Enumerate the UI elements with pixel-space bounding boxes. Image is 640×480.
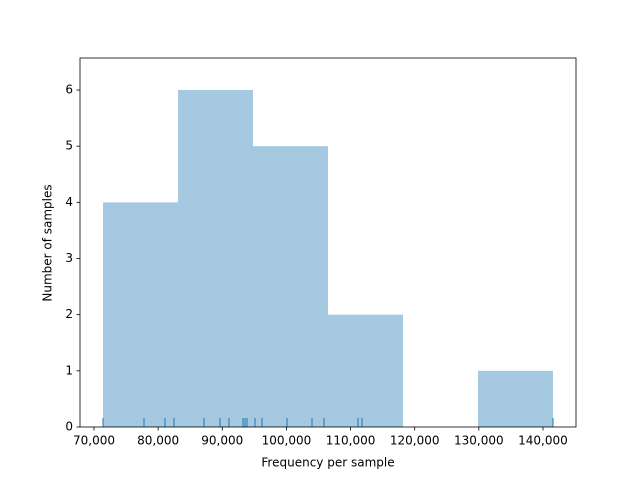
y-tick-label: 2 xyxy=(65,307,73,321)
bar xyxy=(177,90,253,427)
bar xyxy=(103,202,178,427)
y-tick-label: 0 xyxy=(65,420,73,434)
x-tick-label: 120,000 xyxy=(390,434,440,448)
bar xyxy=(477,370,553,427)
y-tick-label: 4 xyxy=(65,195,73,209)
x-tick-label: 130,000 xyxy=(454,434,504,448)
axes-frame xyxy=(79,57,577,428)
y-tick-label: 3 xyxy=(65,251,73,265)
y-tick-label: 1 xyxy=(65,363,73,377)
y-tick-label: 6 xyxy=(65,83,73,97)
x-axis-label: Frequency per sample xyxy=(261,456,394,470)
bar xyxy=(252,146,328,427)
x-tick-label: 80,000 xyxy=(137,434,179,448)
x-tick-label: 110,000 xyxy=(326,434,376,448)
bar xyxy=(327,314,403,427)
x-tick-label: 70,000 xyxy=(73,434,115,448)
x-tick-label: 100,000 xyxy=(262,434,312,448)
x-tick-label: 90,000 xyxy=(201,434,243,448)
x-tick-label: 140,000 xyxy=(518,434,568,448)
y-axis-label: Number of samples xyxy=(41,184,55,301)
plot-area xyxy=(102,90,554,427)
y-tick-label: 5 xyxy=(65,139,73,153)
